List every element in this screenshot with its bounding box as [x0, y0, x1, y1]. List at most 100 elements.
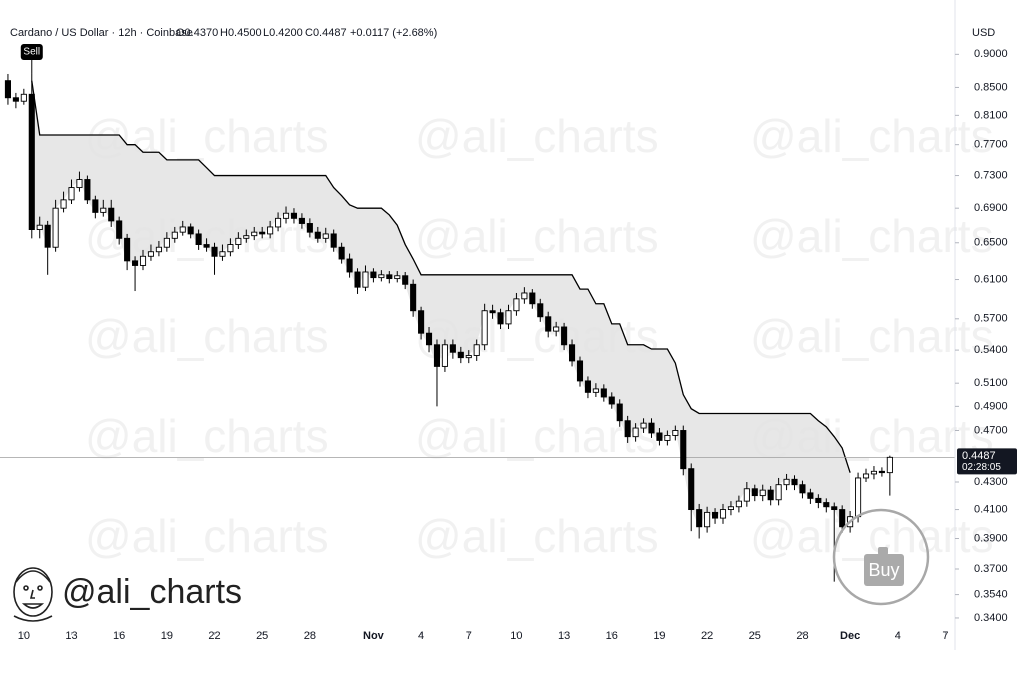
sell-badge [20, 43, 43, 60]
candle-body [251, 231, 258, 237]
candle-body [322, 233, 329, 239]
candle-body [12, 97, 19, 102]
x-tick-label: 28 [304, 630, 316, 642]
candle-body [100, 207, 107, 213]
candle-body [378, 274, 385, 279]
candle-body [664, 434, 671, 441]
candle-body [465, 355, 472, 359]
candle-body [282, 212, 290, 219]
candle-body [36, 224, 43, 230]
supertrend-line [31, 80, 851, 473]
candle-body [20, 93, 27, 102]
countdown-label: 02:28:05 [962, 462, 1001, 473]
candle-body [696, 509, 703, 528]
x-tick-label: 16 [113, 630, 125, 642]
watermark: @ali_charts [750, 310, 994, 362]
watermark: @ali_charts [85, 310, 329, 362]
buy-label: Buy [868, 560, 899, 580]
y-tick-label: 0.4700 [974, 424, 1008, 436]
ohlc-open: O0.4370 [176, 27, 218, 39]
candle-body [497, 312, 504, 325]
candle-body [799, 484, 806, 494]
ohlc-close: C0.4487 [305, 27, 347, 39]
y-tick-label: 0.8500 [974, 81, 1008, 93]
candle-body [171, 231, 178, 239]
candle-body [92, 199, 99, 213]
candle-body [195, 233, 202, 245]
x-tick-label: 19 [653, 630, 665, 642]
watermark: @ali_charts [415, 510, 659, 562]
candle-body [521, 292, 528, 300]
sell-label: Sell [23, 47, 40, 58]
candle-body [823, 502, 830, 508]
candle-body [791, 478, 798, 486]
y-tick-label: 0.9000 [974, 48, 1008, 60]
candle-body [163, 237, 170, 248]
candle-body [155, 246, 162, 253]
candle-body [712, 511, 719, 519]
candle-body [672, 430, 679, 436]
candle-body [831, 506, 838, 511]
candle-body [870, 470, 878, 475]
candle-body [298, 217, 305, 224]
candle-body [775, 484, 782, 501]
candle-body [815, 497, 822, 503]
candle-body [473, 344, 480, 356]
candle-body [132, 260, 139, 266]
x-tick-label: 13 [65, 630, 77, 642]
watermark: @ali_charts [415, 110, 659, 162]
x-tick-label: Dec [840, 630, 860, 642]
chart-title: Cardano / US Dollar · 12h · Coinbase [10, 27, 193, 39]
y-tick-label: 0.3540 [974, 588, 1008, 600]
band-fill [31, 80, 851, 527]
candle-body [259, 231, 266, 235]
y-tick-label: 0.6900 [974, 202, 1008, 214]
candle-body [330, 233, 337, 248]
candle-body [584, 380, 591, 393]
candle-body [44, 224, 51, 248]
candle-body [179, 226, 186, 233]
candle-body [545, 316, 552, 332]
candle-body [211, 246, 218, 257]
candle-body [680, 430, 687, 470]
candle-body [235, 237, 242, 245]
candle-body [561, 326, 568, 346]
watermarks: @ali_charts @ali_charts @ali_charts @ali_ch… [85, 110, 994, 562]
candle-body [783, 478, 790, 486]
y-tick-label: 0.6500 [974, 237, 1008, 249]
candle-body [624, 420, 631, 438]
candle-body [855, 477, 862, 518]
watermark: @ali_charts [85, 510, 329, 562]
candle-body [576, 360, 584, 382]
y-tick-label: 0.4300 [974, 476, 1008, 488]
candle-body [513, 298, 520, 312]
candle-body [108, 207, 115, 222]
candle-body [116, 220, 123, 239]
candle-body [656, 432, 663, 441]
y-tick-label: 0.6100 [974, 273, 1008, 285]
candle-body [553, 326, 560, 332]
x-tick-label: 10 [510, 630, 522, 642]
x-tick-label: 22 [701, 630, 713, 642]
price-change: +0.0117 (+2.68%) [350, 27, 437, 39]
candle-body [537, 303, 544, 318]
candle-body [457, 351, 464, 359]
candle-body [203, 244, 210, 248]
x-tick-label: 4 [418, 630, 424, 642]
candle-body [529, 292, 536, 305]
candle-body [743, 488, 750, 502]
ohlc-high: H0.4500 [220, 27, 262, 39]
x-tick-label: 13 [558, 630, 570, 642]
plot [0, 73, 955, 582]
candle-body [568, 344, 576, 362]
x-tick-label: 28 [796, 630, 808, 642]
candle-body [124, 237, 131, 262]
candle-body [60, 199, 67, 209]
candle-body [735, 500, 742, 508]
x-tick-label: 25 [256, 630, 268, 642]
candle-body [267, 226, 274, 235]
candle-body [227, 244, 234, 253]
candle-body [688, 468, 695, 511]
